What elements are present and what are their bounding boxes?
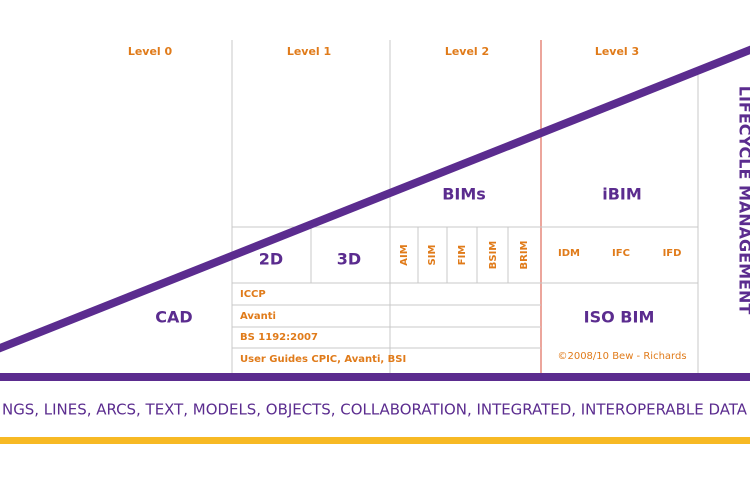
row-label: BS 1192:2007 bbox=[240, 332, 318, 343]
base-line bbox=[0, 373, 750, 381]
cell: 2D bbox=[259, 250, 283, 269]
row-label: ICCP bbox=[240, 289, 266, 300]
yellow-line bbox=[0, 437, 750, 444]
level-title: BIMs bbox=[442, 185, 486, 204]
cell: IFC bbox=[612, 248, 630, 259]
row-label: User Guides CPIC, Avanti, BSI bbox=[240, 354, 406, 365]
cell: 3D bbox=[337, 250, 361, 269]
credit: ©2008/10 Bew - Richards bbox=[557, 351, 686, 362]
cell: FIM bbox=[457, 245, 468, 266]
side-label: LIFECYCLE MANAGEMENT bbox=[736, 86, 750, 315]
standard-label: ISO BIM bbox=[584, 308, 655, 327]
cell: BRIM bbox=[519, 240, 530, 269]
footer-text: NGS, LINES, ARCS, TEXT, MODELS, OBJECTS,… bbox=[2, 401, 748, 419]
cad-label: CAD bbox=[155, 308, 192, 327]
level-label: Level 3 bbox=[595, 45, 639, 58]
level-label: Level 0 bbox=[128, 45, 173, 58]
cell: IDM bbox=[558, 248, 580, 259]
level-label: Level 1 bbox=[287, 45, 331, 58]
cell: IFD bbox=[663, 248, 682, 259]
row-label: Avanti bbox=[240, 311, 276, 322]
level-label: Level 2 bbox=[445, 45, 489, 58]
cell: AIM bbox=[399, 244, 410, 265]
maturity-diagonal bbox=[0, 45, 750, 353]
level-title: iBIM bbox=[602, 185, 642, 204]
cell: SIM bbox=[427, 245, 438, 266]
cell: BSIM bbox=[488, 241, 499, 270]
